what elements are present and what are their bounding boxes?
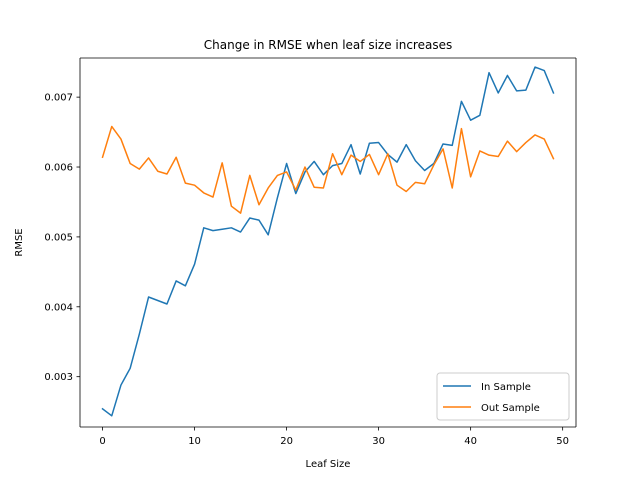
x-tick-label: 10	[188, 436, 201, 447]
y-tick-label: 0.004	[44, 302, 73, 313]
y-tick-label: 0.005	[44, 232, 73, 243]
legend-label-out-sample: Out Sample	[481, 403, 540, 414]
x-axis-ticks: 0 10 20 30 40 50	[99, 427, 569, 447]
x-tick-label: 0	[99, 436, 105, 447]
x-tick-label: 30	[372, 436, 385, 447]
chart-title: Change in RMSE when leaf size increases	[204, 38, 452, 52]
y-tick-label: 0.006	[44, 163, 73, 174]
x-tick-label: 20	[280, 436, 293, 447]
series-line-out-sample	[101, 125, 555, 214]
x-tick-label: 40	[464, 436, 477, 447]
x-axis-label: Leaf Size	[306, 459, 351, 470]
y-tick-label: 0.007	[44, 93, 73, 104]
y-axis-ticks: 0.003 0.004 0.005 0.006 0.007	[44, 93, 80, 383]
y-tick-label: 0.003	[44, 372, 73, 383]
axes-frame	[79, 57, 577, 428]
legend-label-in-sample: In Sample	[481, 382, 531, 393]
series-layer	[101, 66, 555, 417]
legend-box	[436, 372, 570, 421]
legend: In Sample Out Sample	[436, 372, 570, 421]
y-axis-label: RMSE	[14, 228, 25, 256]
plot-area	[80, 58, 576, 427]
x-tick-label: 50	[556, 436, 569, 447]
